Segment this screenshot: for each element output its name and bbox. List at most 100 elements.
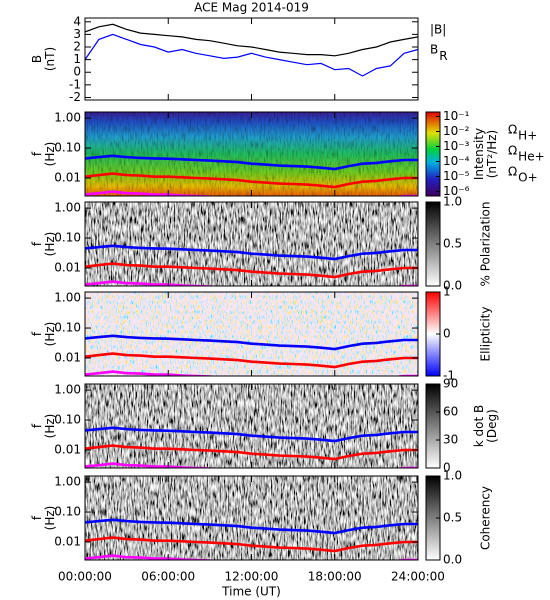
data-line — [85, 518, 418, 535]
axis-label: (Hz) — [43, 232, 57, 257]
y-tick-label: 0.10 — [54, 413, 81, 427]
data-line — [85, 352, 418, 369]
data-line — [85, 262, 418, 279]
data-line — [85, 172, 418, 189]
axis-label: f — [30, 423, 44, 428]
data-line — [85, 334, 418, 351]
y-tick-label: 0 — [73, 65, 81, 79]
axis-label: % Polarization — [479, 202, 493, 287]
y-tick-label: -1 — [69, 77, 81, 91]
axis-label: f — [30, 151, 44, 156]
y-tick-label: 1 — [73, 52, 81, 66]
axis-label: (nT²/Hz) — [485, 130, 499, 178]
lines — [85, 426, 418, 468]
data-line — [85, 444, 418, 461]
y-tick-label: 2 — [73, 40, 81, 54]
y-tick-label: 4 — [73, 14, 81, 28]
x-axis-label: Time (UT) — [221, 585, 281, 599]
axis-label: (nT) — [43, 47, 57, 71]
colorbar-tick-label: 0.5 — [443, 511, 462, 525]
spectrogram — [85, 476, 418, 560]
legend-label: B — [430, 43, 438, 57]
data-line — [85, 462, 418, 468]
legend-subscript: R — [439, 49, 447, 63]
axis-label: B — [30, 55, 44, 63]
y-tick-label: 0.01 — [54, 350, 81, 364]
axis-label: f — [30, 331, 44, 336]
axis-label: (Hz) — [43, 322, 57, 347]
lines — [85, 518, 418, 560]
x-tick-label: 12:00:00 — [225, 570, 279, 584]
lines — [85, 154, 418, 196]
colorbar-tick-label: -1 — [443, 369, 455, 383]
lines — [85, 23, 418, 77]
y-tick-label: 0.10 — [54, 505, 81, 519]
colorbar-tick-label: 10⁻¹ — [443, 109, 470, 123]
colorbar-tick-label: 0 — [443, 461, 451, 475]
legend-subscript: H+ — [518, 128, 537, 142]
y-tick-label: -2 — [69, 90, 81, 104]
y-tick-label: 1.00 — [54, 111, 81, 125]
x-tick-label: 06:00:00 — [141, 570, 195, 584]
colorbar-tick-label: 30 — [443, 433, 458, 447]
colorbar-tick-label: 1.0 — [443, 195, 462, 209]
data-line — [85, 554, 418, 560]
data-line — [85, 244, 418, 261]
axis-label: k dot B — [472, 405, 486, 447]
y-tick-label: 1.00 — [54, 383, 81, 397]
data-line — [85, 426, 418, 443]
axis-label: Ellipticity — [479, 307, 493, 362]
lines — [85, 334, 418, 376]
colorbar-tick-label: 10⁻² — [443, 124, 470, 138]
axis-label: f — [30, 515, 44, 520]
legend-subscript: O+ — [518, 170, 538, 184]
axis-label: Intensity — [472, 128, 486, 180]
spectrogram — [85, 292, 418, 376]
y-tick-label: 0.01 — [54, 170, 81, 184]
legend-label: Ω — [508, 123, 517, 137]
data-line — [85, 33, 418, 77]
y-tick-label: 1.00 — [54, 291, 81, 305]
frame — [84, 17, 419, 101]
legend-label: Ω — [508, 165, 517, 179]
spectrogram — [85, 202, 418, 286]
colorbar-tick-label: 10⁻³ — [443, 139, 470, 153]
x-tick-label: 24:00:00 — [391, 570, 445, 584]
colorbar-tick-label: 60 — [443, 405, 458, 419]
legend-label: Ω — [508, 144, 517, 158]
y-tick-label: 0.01 — [54, 442, 81, 456]
data-line — [85, 280, 418, 286]
axis-label: (Hz) — [43, 414, 57, 439]
data-line — [85, 190, 418, 196]
y-tick-label: 1.00 — [54, 201, 81, 215]
colorbar-tick-label: 90 — [443, 377, 458, 391]
chart-title: ACE Mag 2014-019 — [194, 1, 309, 15]
spectrogram — [85, 384, 418, 468]
colorbar-tick-label: 0.0 — [443, 553, 462, 567]
lines — [85, 244, 418, 286]
y-tick-label: 3 — [73, 27, 81, 41]
legend-subscript: He+ — [518, 149, 544, 163]
colorbar-tick-label: 0.0 — [443, 279, 462, 293]
colorbar-tick-label: 1 — [443, 285, 451, 299]
colorbar-tick-label: 1.0 — [443, 469, 462, 483]
x-tick-label: 18:00:00 — [308, 570, 362, 584]
y-tick-label: 0.10 — [54, 321, 81, 335]
axis-label: (Hz) — [43, 142, 57, 167]
data-line — [85, 23, 418, 57]
colorbar — [425, 111, 441, 197]
y-tick-label: 0.10 — [54, 231, 81, 245]
y-tick-label: 0.01 — [54, 260, 81, 274]
colorbar — [425, 383, 441, 469]
colorbar-tick-label: 0 — [443, 327, 451, 341]
data-line — [85, 154, 418, 171]
axis-label: f — [30, 241, 44, 246]
y-tick-label: 0.10 — [54, 141, 81, 155]
colorbar-tick-label: 10⁻⁵ — [443, 169, 470, 183]
axis-label: Coherency — [479, 486, 493, 550]
colorbar-tick-label: 0.5 — [443, 237, 462, 251]
spectrogram-texture — [85, 112, 418, 196]
axis-label: (Hz) — [43, 506, 57, 531]
colorbar-tick-label: 10⁻⁴ — [443, 154, 470, 168]
